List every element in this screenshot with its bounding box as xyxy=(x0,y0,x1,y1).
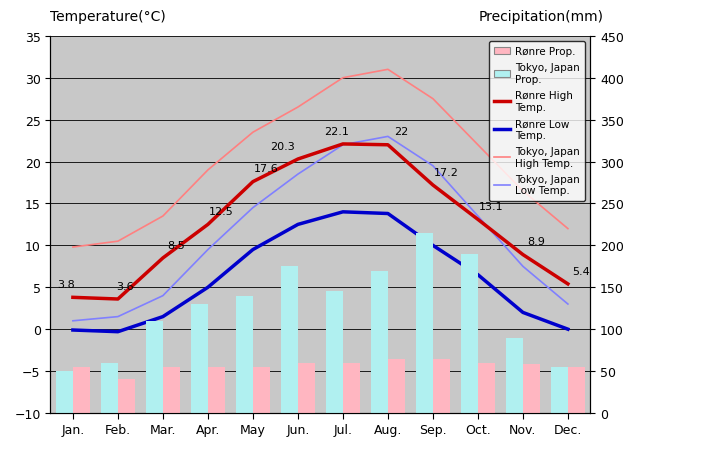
Bar xyxy=(101,363,118,413)
Bar xyxy=(325,292,343,413)
Bar xyxy=(236,296,253,413)
Bar xyxy=(253,367,270,413)
Bar xyxy=(433,359,450,413)
Bar xyxy=(191,304,208,413)
Text: 13.1: 13.1 xyxy=(479,202,504,212)
Bar xyxy=(551,367,568,413)
Bar xyxy=(56,371,73,413)
Bar xyxy=(568,367,585,413)
Bar xyxy=(118,380,135,413)
Bar xyxy=(343,363,360,413)
Bar xyxy=(416,233,433,413)
Bar xyxy=(208,367,225,413)
Text: 17.2: 17.2 xyxy=(434,167,459,177)
Text: 8.9: 8.9 xyxy=(528,237,545,246)
Text: 22.1: 22.1 xyxy=(324,126,348,136)
Bar xyxy=(298,363,315,413)
Bar xyxy=(145,321,163,413)
Bar xyxy=(523,364,540,413)
Text: 20.3: 20.3 xyxy=(270,141,294,151)
Bar xyxy=(73,367,90,413)
Text: Temperature(°C): Temperature(°C) xyxy=(50,10,166,24)
Text: 12.5: 12.5 xyxy=(209,207,234,217)
Bar xyxy=(388,359,405,413)
Text: 17.6: 17.6 xyxy=(254,164,279,174)
Legend: Rønre Prop., Tokyo, Japan
Prop., Rønre High
Temp., Rønre Low
Temp., Tokyo, Japan: Rønre Prop., Tokyo, Japan Prop., Rønre H… xyxy=(489,42,585,201)
Bar xyxy=(163,367,180,413)
Text: Precipitation(mm): Precipitation(mm) xyxy=(479,10,604,24)
Text: 3.6: 3.6 xyxy=(116,281,133,291)
Bar xyxy=(478,363,495,413)
Bar xyxy=(281,267,298,413)
Text: 5.4: 5.4 xyxy=(572,266,590,276)
Bar xyxy=(506,338,523,413)
Text: 22: 22 xyxy=(395,127,408,137)
Bar xyxy=(371,271,388,413)
Text: 3.8: 3.8 xyxy=(58,280,75,289)
Bar xyxy=(461,254,478,413)
Text: 8.5: 8.5 xyxy=(168,240,185,250)
